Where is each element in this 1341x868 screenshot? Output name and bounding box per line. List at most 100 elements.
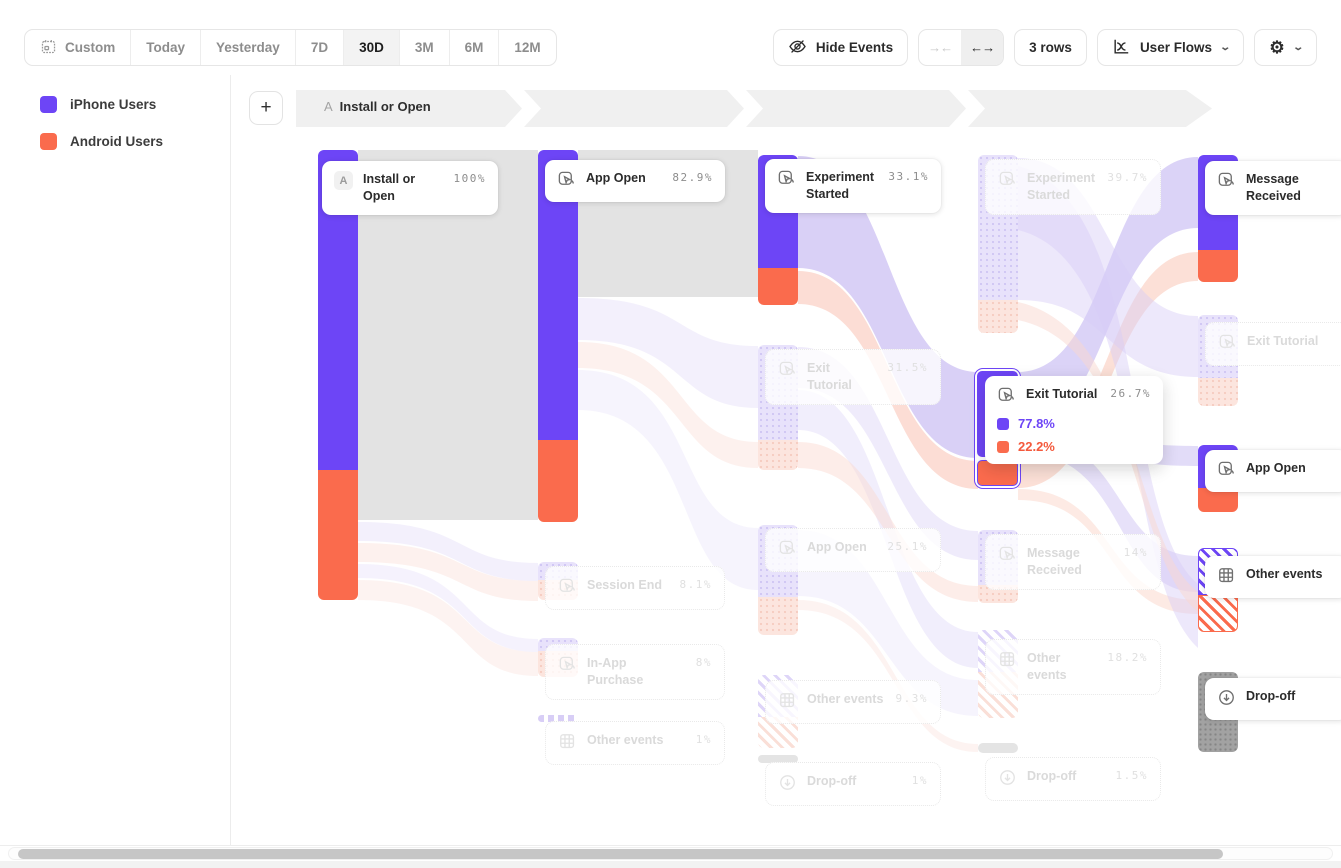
android-color-swatch [40, 133, 57, 150]
node-tooltip-exit-tutorial[interactable]: Exit Tutorial 26.7% 77.8% 22.2% [985, 376, 1163, 464]
eye-off-icon [788, 37, 807, 59]
node-label: Other events [1246, 567, 1323, 581]
node-card-session-end[interactable]: Session End 8.1% [545, 566, 725, 610]
legend-item-android[interactable]: Android Users [40, 133, 163, 150]
node-card-message-received-step5[interactable]: Message Received [1205, 161, 1341, 215]
node-pct: 14% [1123, 546, 1148, 559]
node-label: Experiment Started [1027, 171, 1096, 202]
node-pct: 8% [695, 656, 712, 669]
selected-bar-android-segment [977, 460, 1018, 486]
tap-event-icon [557, 170, 576, 192]
node-card-other-events[interactable]: Other events 1% [545, 721, 725, 765]
other-events-icon [558, 732, 577, 754]
node-label: Drop-off [1246, 689, 1296, 703]
tap-event-icon [777, 169, 796, 191]
node-card-in-app-purchase[interactable]: In-App Purchase 8% [545, 644, 725, 700]
tap-event-icon [998, 545, 1017, 567]
date-range-7d[interactable]: 7D [294, 30, 343, 65]
node-card-app-open[interactable]: App Open 82.9% [545, 160, 725, 202]
date-range-30d[interactable]: 30D [343, 30, 399, 65]
node-card-message-received-step4[interactable]: Message Received 14% [985, 534, 1161, 590]
node-card-other-events-step3[interactable]: Other events 9.3% [765, 680, 941, 724]
node-bar-other-events[interactable] [538, 715, 578, 722]
collapse-columns-icon[interactable]: →← [928, 40, 953, 55]
view-selector-button[interactable]: User Flows ⌄ [1096, 29, 1245, 66]
chevron-down-icon: ⌄ [1219, 42, 1232, 53]
node-bar-message-received-step5[interactable] [1198, 250, 1238, 282]
node-pct: 31.5% [887, 361, 928, 374]
node-bar-experiment-started-android[interactable] [758, 268, 798, 305]
node-pct: 33.1% [888, 170, 929, 183]
tap-event-icon [558, 655, 577, 677]
date-range-today[interactable]: Today [130, 30, 200, 65]
node-card-experiment-started-step4[interactable]: Experiment Started 39.7% [985, 159, 1161, 215]
date-range-custom[interactable]: Custom [25, 30, 130, 65]
node-label: Experiment Started [806, 170, 875, 201]
drop-off-icon [778, 773, 797, 795]
node-pct: 39.7% [1107, 171, 1148, 184]
date-range-yesterday[interactable]: Yesterday [200, 30, 295, 65]
other-events-icon [998, 650, 1017, 672]
expand-columns-icon[interactable]: ←→ [961, 30, 1004, 65]
breakdown-iphone: 77.8% [997, 416, 1055, 431]
tap-event-icon [558, 577, 577, 599]
node-card-exit-tutorial[interactable]: Exit Tutorial 31.5% [765, 349, 941, 405]
node-label: App Open [1246, 461, 1306, 475]
android-color-swatch [997, 440, 1009, 453]
settings-button[interactable]: ⚙ ⌄ [1254, 29, 1317, 66]
node-label: Other events [1027, 651, 1067, 682]
calendar-icon [40, 38, 57, 58]
gear-icon: ⚙ [1269, 37, 1285, 57]
node-bar-app-open-step3[interactable] [758, 597, 798, 635]
node-card-other-events-step5[interactable]: Other events [1205, 556, 1341, 598]
node-label: App Open [586, 171, 646, 185]
node-pct: 1.5% [1115, 769, 1148, 782]
node-card-app-open-step5[interactable]: App Open [1205, 450, 1341, 492]
node-pct: 26.7% [1110, 387, 1151, 400]
node-bar-experiment-started-step4[interactable] [978, 300, 1018, 333]
breakdown-android: 22.2% [997, 439, 1055, 454]
node-bar-app-open-android[interactable] [538, 440, 578, 522]
node-bar-install-or-open-android[interactable] [318, 470, 358, 600]
node-label: Session End [587, 578, 663, 592]
toolbar-actions: Hide Events →← ←→ 3 rows User Flows ⌄ ⚙ … [772, 29, 1317, 66]
node-card-exit-tutorial-step5[interactable]: Exit Tutorial [1205, 322, 1341, 366]
node-card-drop-off-step3[interactable]: Drop-off 1% [765, 762, 941, 806]
date-range-picker: Custom Today Yesterday 7D 30D 3M 6M 12M [24, 29, 557, 66]
node-card-drop-off-step4[interactable]: Drop-off 1.5% [985, 757, 1161, 801]
node-bar-app-open-step5[interactable] [1198, 488, 1238, 512]
hide-events-button[interactable]: Hide Events [772, 29, 909, 66]
node-bar-exit-tutorial-step5[interactable] [1198, 378, 1238, 406]
add-step-button[interactable]: + [249, 91, 283, 125]
node-label: Drop-off [1027, 769, 1077, 783]
node-pct: 25.1% [887, 540, 928, 553]
node-card-experiment-started[interactable]: Experiment Started 33.1% [765, 159, 941, 213]
node-card-install-or-open[interactable]: A Install or Open 100% [322, 161, 498, 215]
node-bar-drop-off-step3[interactable] [758, 755, 798, 763]
tap-event-icon [1217, 171, 1236, 193]
rows-button[interactable]: 3 rows [1014, 29, 1087, 66]
node-card-other-events-step4[interactable]: Other events 18.2% [985, 639, 1161, 695]
tap-event-icon [1218, 333, 1237, 355]
node-bar-other-events-step5[interactable] [1198, 595, 1238, 632]
node-label: Exit Tutorial [1026, 387, 1098, 401]
other-events-icon [778, 691, 797, 713]
node-bar-exit-tutorial[interactable] [758, 440, 798, 470]
node-bar-drop-off-step4[interactable] [978, 743, 1018, 753]
date-range-6m[interactable]: 6M [448, 30, 499, 65]
node-label: App Open [807, 540, 867, 554]
segment-legend: iPhone Users Android Users [40, 96, 163, 150]
node-card-app-open-step3[interactable]: App Open 25.1% [765, 528, 941, 572]
column-width-toggle: →← ←→ [918, 29, 1005, 66]
breadcrumb[interactable]: A Install or Open [324, 99, 431, 114]
date-range-12m[interactable]: 12M [498, 30, 555, 65]
node-pct: 82.9% [672, 171, 713, 184]
legend-item-iphone[interactable]: iPhone Users [40, 96, 163, 113]
node-card-drop-off-step5[interactable]: Drop-off [1205, 678, 1341, 720]
date-range-3m[interactable]: 3M [398, 30, 449, 65]
drop-off-icon [1217, 688, 1236, 710]
horizontal-scrollbar-thumb[interactable] [18, 849, 1223, 859]
chevron-down-icon: ⌄ [1291, 42, 1304, 53]
node-label: Exit Tutorial [807, 361, 852, 392]
